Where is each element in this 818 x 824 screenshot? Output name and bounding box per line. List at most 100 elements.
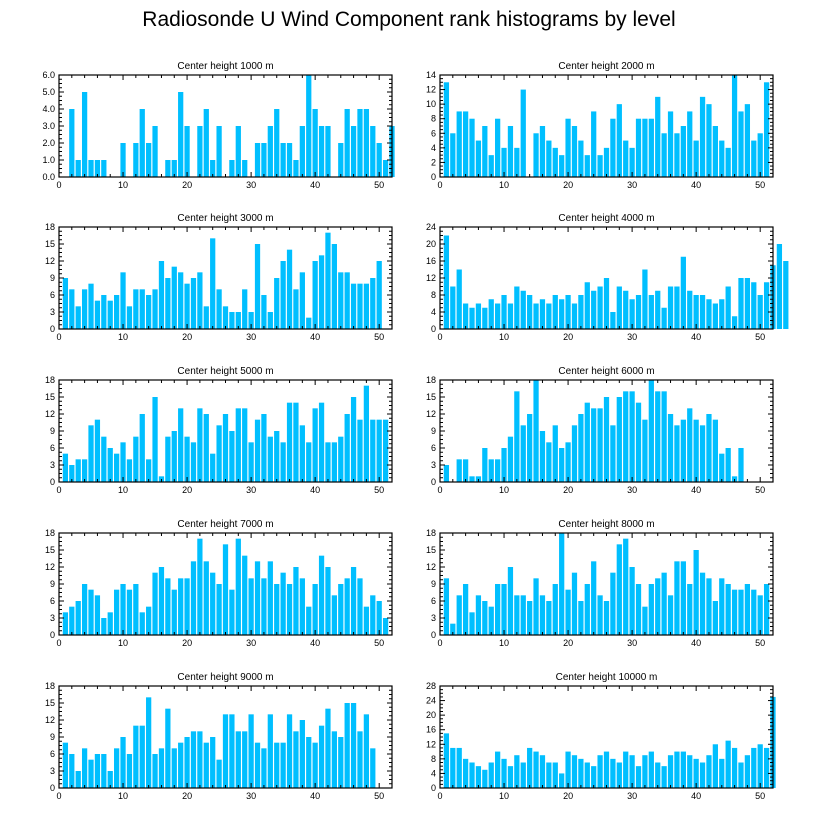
bar — [616, 544, 622, 635]
bar — [661, 307, 667, 329]
bar — [190, 442, 197, 482]
bar — [738, 448, 744, 482]
x-tick-label: 40 — [310, 485, 320, 495]
y-tick-label: 1.0 — [42, 155, 55, 165]
bar — [75, 771, 81, 788]
bar — [376, 143, 382, 177]
y-tick-label: 15 — [426, 392, 436, 402]
x-tick-label: 10 — [118, 180, 128, 190]
bar — [370, 595, 376, 635]
bar — [248, 714, 254, 788]
panel-title: Center height 2000 m — [558, 61, 654, 72]
bar — [687, 290, 693, 329]
bar — [706, 299, 712, 329]
bar — [642, 269, 648, 329]
bar — [101, 618, 107, 635]
x-tick-label: 30 — [627, 332, 637, 342]
bar — [712, 126, 718, 177]
x-tick-label: 30 — [246, 180, 256, 190]
y-tick-label: 0 — [50, 630, 55, 640]
bar — [293, 731, 299, 788]
bar — [719, 758, 725, 788]
bar — [731, 589, 738, 635]
bar — [216, 126, 222, 177]
bar — [203, 306, 209, 329]
bar — [616, 397, 622, 482]
bar — [107, 612, 113, 635]
x-tick-label: 0 — [56, 638, 61, 648]
bar — [674, 751, 680, 788]
bar — [376, 261, 382, 329]
x-tick-label: 0 — [437, 485, 442, 495]
bar — [120, 143, 126, 177]
y-tick-label: 8 — [431, 754, 436, 764]
bar — [667, 755, 674, 788]
bar — [75, 459, 81, 482]
bar — [133, 289, 139, 329]
bar — [738, 278, 744, 329]
x-tick-label: 20 — [563, 791, 573, 801]
bar — [69, 754, 75, 788]
x-tick-label: 30 — [627, 180, 637, 190]
bar — [152, 289, 158, 329]
bar — [610, 425, 616, 482]
y-tick-label: 9 — [431, 426, 436, 436]
y-tick-label: 18 — [45, 375, 55, 385]
bar — [559, 155, 565, 177]
bar — [751, 282, 757, 329]
bar — [680, 561, 686, 635]
bar — [699, 96, 706, 177]
y-tick-label: 28 — [426, 681, 436, 691]
bar — [584, 762, 590, 788]
bar — [719, 578, 725, 635]
bar — [687, 111, 693, 177]
y-tick-label: 18 — [45, 681, 55, 691]
bar — [565, 442, 571, 482]
bar — [331, 731, 337, 788]
bar — [712, 601, 718, 635]
bar — [101, 436, 107, 482]
bar — [165, 436, 171, 482]
bar — [667, 286, 674, 329]
bar — [261, 143, 267, 177]
bar — [152, 397, 158, 482]
bar — [661, 391, 667, 482]
bar — [286, 249, 293, 329]
panel-title: Center height 6000 m — [558, 366, 654, 377]
bar — [184, 126, 190, 177]
bar — [680, 419, 686, 482]
bar — [565, 295, 571, 329]
bar — [171, 589, 177, 635]
bar — [299, 425, 305, 482]
x-tick-label: 30 — [246, 332, 256, 342]
bar — [350, 703, 357, 788]
bar — [699, 762, 706, 788]
bar — [616, 762, 622, 788]
bar — [623, 290, 629, 329]
y-tick-label: 9 — [50, 273, 55, 283]
bar — [520, 425, 526, 482]
bar — [706, 104, 712, 177]
bar — [88, 283, 94, 329]
bar — [488, 606, 494, 635]
bar — [469, 307, 475, 329]
bar — [370, 126, 376, 177]
bar — [507, 436, 514, 482]
bar — [757, 595, 763, 635]
x-tick-label: 20 — [182, 180, 192, 190]
bar — [783, 261, 789, 329]
bar — [139, 109, 145, 177]
bar — [584, 282, 590, 329]
bar — [706, 755, 712, 788]
chart-title: Radiosonde U Wind Component rank histogr… — [142, 8, 676, 31]
bar — [527, 601, 533, 635]
y-tick-label: 0 — [50, 477, 55, 487]
bar — [655, 391, 661, 482]
x-tick-label: 20 — [563, 180, 573, 190]
bar — [763, 82, 770, 177]
bar — [744, 104, 751, 177]
bar — [312, 408, 318, 482]
bar — [520, 595, 526, 635]
bar — [731, 316, 738, 329]
bar — [350, 397, 357, 482]
